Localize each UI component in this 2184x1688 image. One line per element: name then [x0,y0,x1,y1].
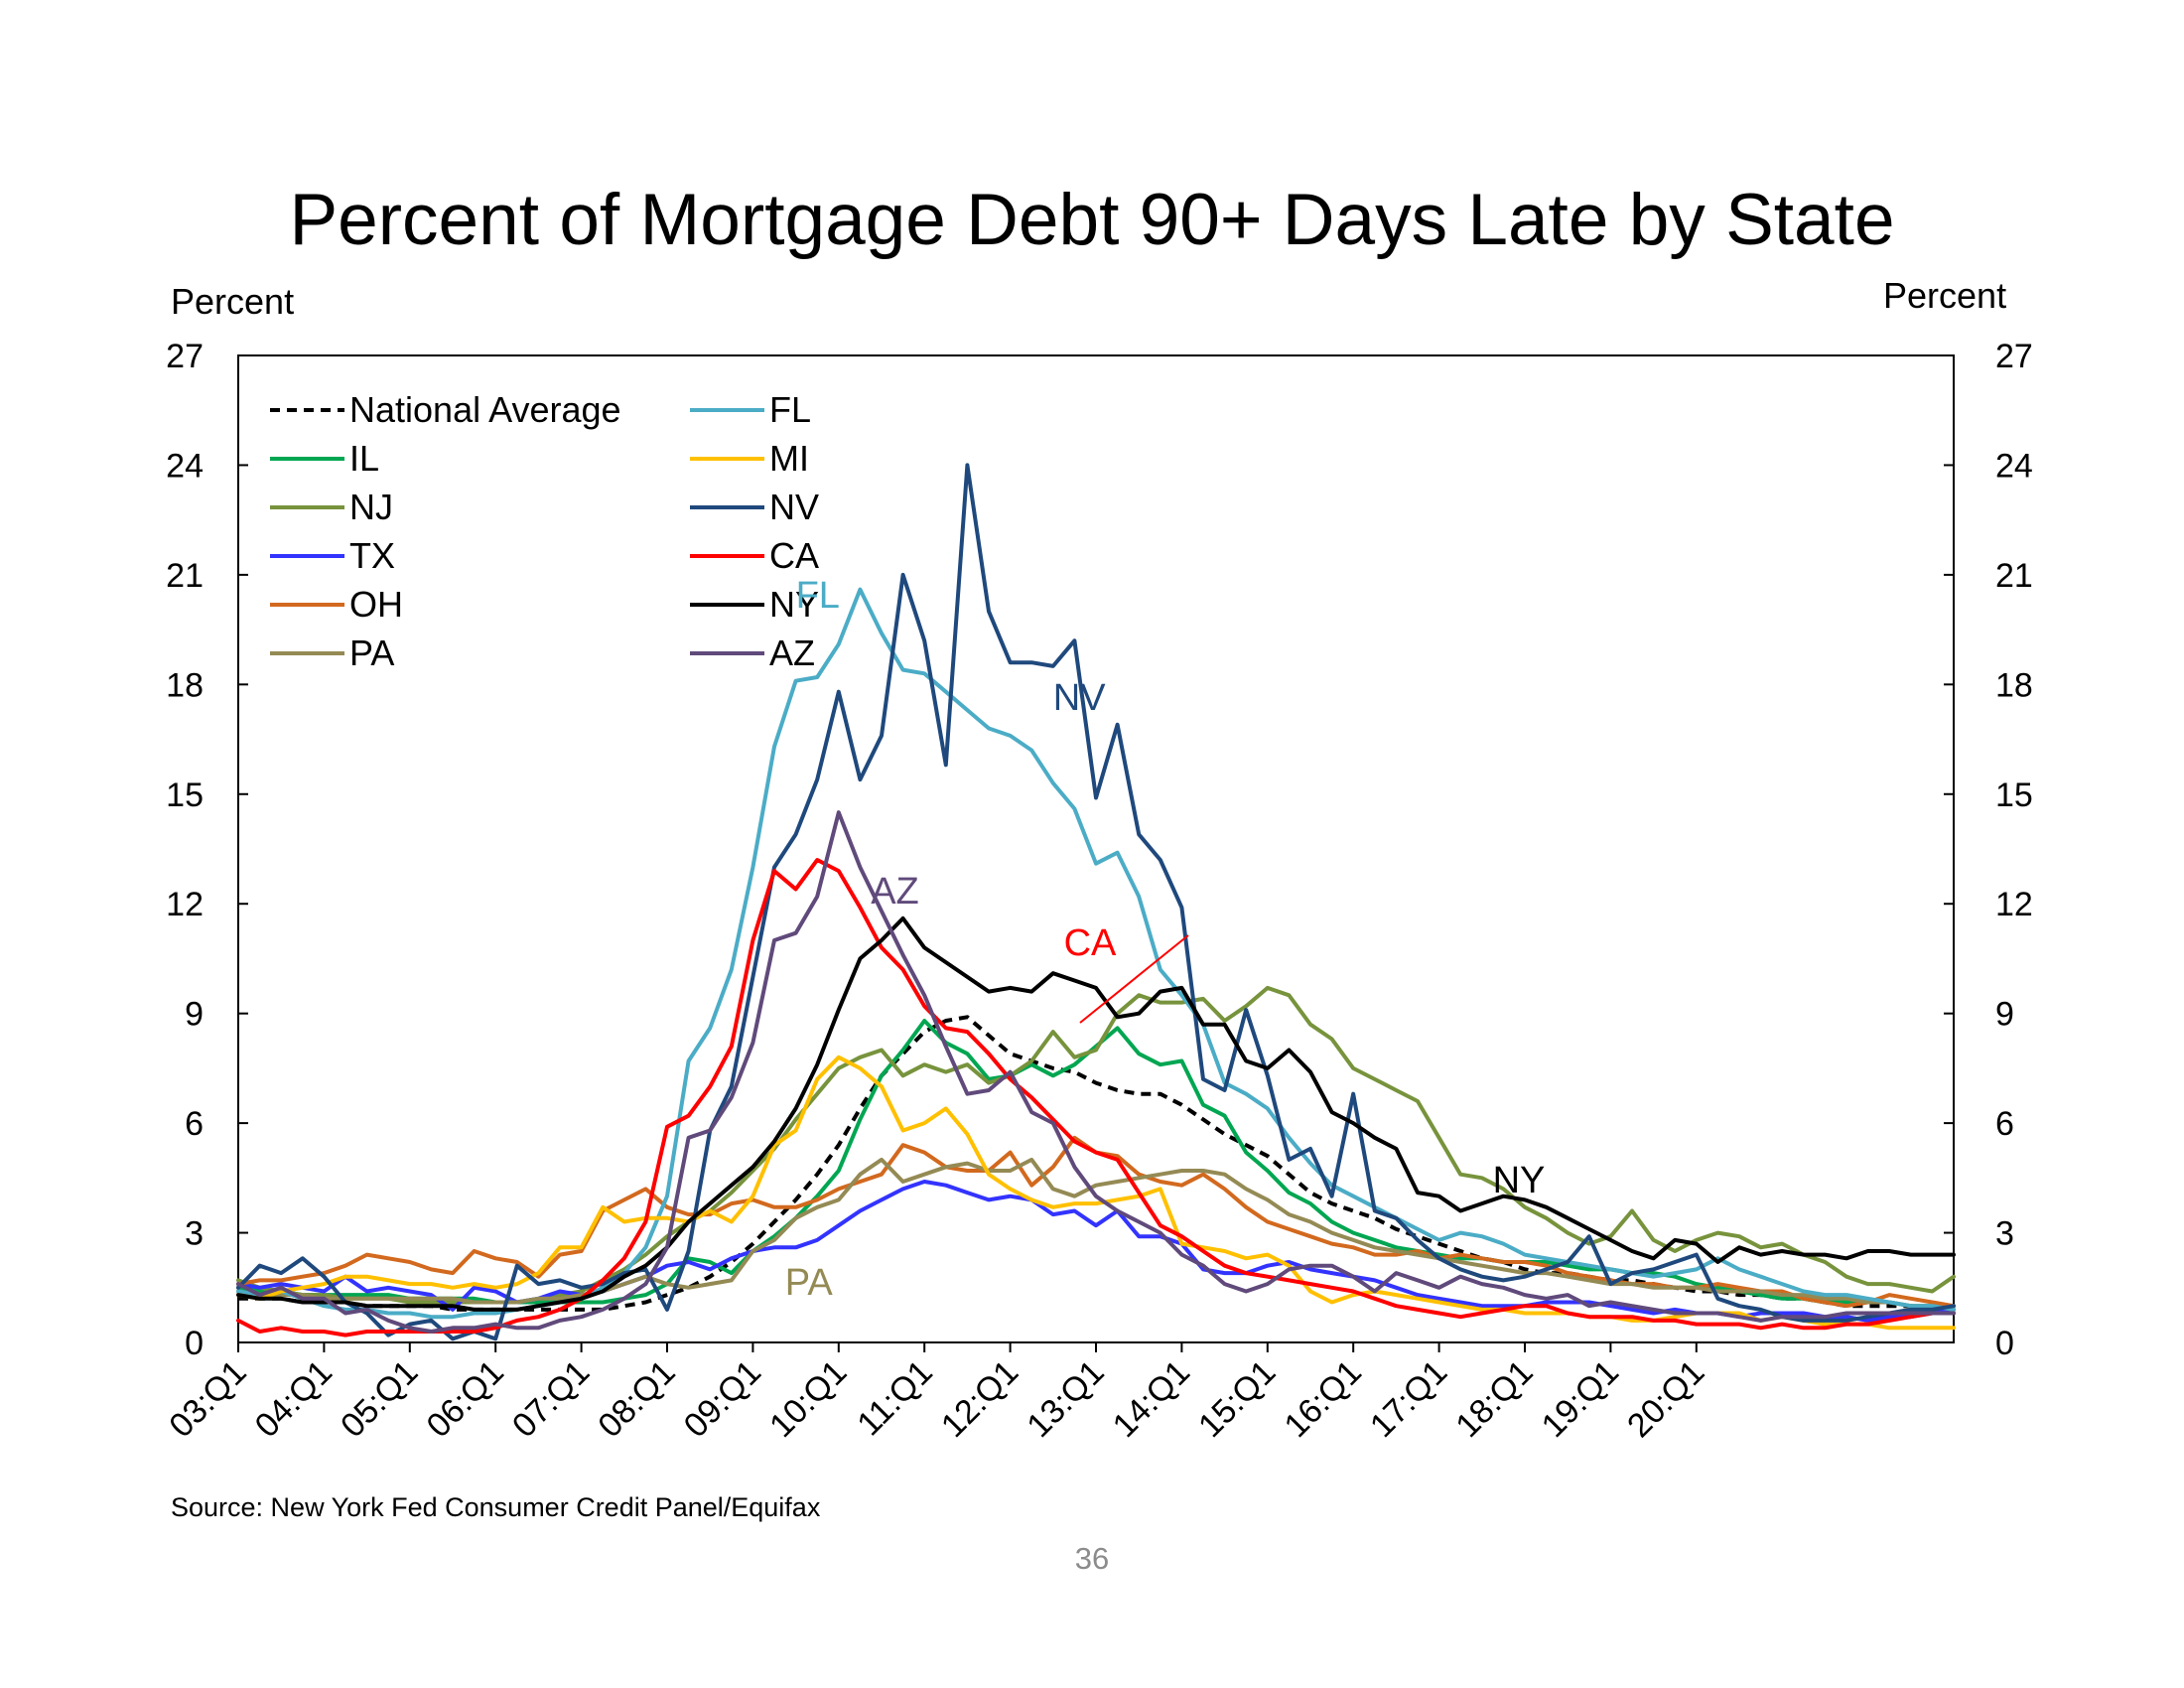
legend-label: National Average [349,389,621,430]
y-tick-label-right: 9 [1995,996,2014,1034]
legend-label: CA [769,535,819,576]
y-tick-label-left: 18 [166,666,204,704]
x-tick-label: 20:Q1 [1620,1353,1711,1445]
series-line-az [236,810,1956,1334]
legend-label: IL [349,438,379,479]
series-line-pa [236,1157,1956,1312]
y-tick-label-right: 18 [1995,666,2033,704]
series-line-ny [236,915,1956,1312]
x-tick-label: 09:Q1 [677,1353,768,1445]
x-tick-label: 07:Q1 [505,1353,597,1445]
x-tick-label: 15:Q1 [1191,1353,1283,1445]
annotation-nv: NV [1053,677,1106,719]
annotation-az: AZ [871,871,919,913]
y-tick-label-left: 9 [185,996,204,1034]
y-tick-label-right: 27 [1995,338,2033,375]
legend-label: PA [349,633,394,673]
source-note: Source: New York Fed Consumer Credit Pan… [171,1492,821,1522]
y-tick-label-left: 12 [166,886,204,923]
legend-label: NJ [349,487,393,527]
legend-label: TX [349,535,395,576]
y-tick-label-left: 0 [185,1325,204,1362]
x-tick-label: 12:Q1 [934,1353,1025,1445]
y-tick-label-left: 3 [185,1215,204,1253]
y-axis-label-right: Percent [1883,275,2006,316]
series-line-ca [236,858,1956,1337]
legend-label: NY [769,584,819,625]
y-tick-label-left: 15 [166,776,204,814]
x-tick-label: 08:Q1 [591,1353,682,1445]
x-tick-label: 11:Q1 [850,1353,940,1444]
x-tick-label: 19:Q1 [1535,1353,1626,1445]
annotation-ca: CA [1064,922,1117,964]
series-line-il [236,1019,1956,1309]
page-number: 36 [1075,1541,1109,1576]
series-line-nv [236,463,1956,1341]
y-tick-label-right: 24 [1995,447,2033,485]
y-tick-label-right: 21 [1995,557,2033,595]
x-tick-label: 05:Q1 [334,1353,425,1445]
annotation-pa: PA [785,1262,834,1304]
x-tick-label: 17:Q1 [1363,1353,1454,1445]
chart-title: Percent of Mortgage Debt 90+ Days Late b… [289,180,1894,260]
y-tick-label-right: 12 [1995,886,2033,923]
x-tick-label: 16:Q1 [1277,1353,1368,1445]
y-tick-label-left: 27 [166,338,204,375]
legend-label: OH [349,584,403,625]
legend-label: FL [769,389,811,430]
x-tick-label: 18:Q1 [1448,1353,1540,1445]
x-tick-label: 03:Q1 [162,1353,253,1445]
annotation-fl: FL [796,575,840,617]
annotation-ny: NY [1493,1160,1546,1201]
y-tick-label-right: 6 [1995,1105,2014,1143]
x-tick-label: 13:Q1 [1020,1353,1111,1445]
ca-pointer-line [1079,934,1189,1024]
y-tick-label-right: 15 [1995,776,2033,814]
y-tick-label-right: 3 [1995,1215,2014,1253]
legend-label: AZ [769,633,815,673]
x-tick-label: 06:Q1 [419,1353,510,1445]
x-tick-label: 14:Q1 [1106,1353,1197,1445]
series-line-oh [236,1135,1956,1309]
series-line-mi [236,1055,1956,1331]
y-axis-label-left: Percent [171,281,294,322]
y-tick-label-right: 0 [1995,1325,2014,1362]
x-tick-label: 10:Q1 [762,1353,854,1445]
legend-label: NV [769,487,819,527]
y-tick-label-left: 21 [166,557,204,595]
legend-label: MI [769,438,809,479]
y-tick-label-left: 24 [166,447,204,485]
y-tick-label-left: 6 [185,1105,204,1143]
x-tick-label: 04:Q1 [248,1353,340,1445]
series-line-national-average [238,1015,1954,1312]
